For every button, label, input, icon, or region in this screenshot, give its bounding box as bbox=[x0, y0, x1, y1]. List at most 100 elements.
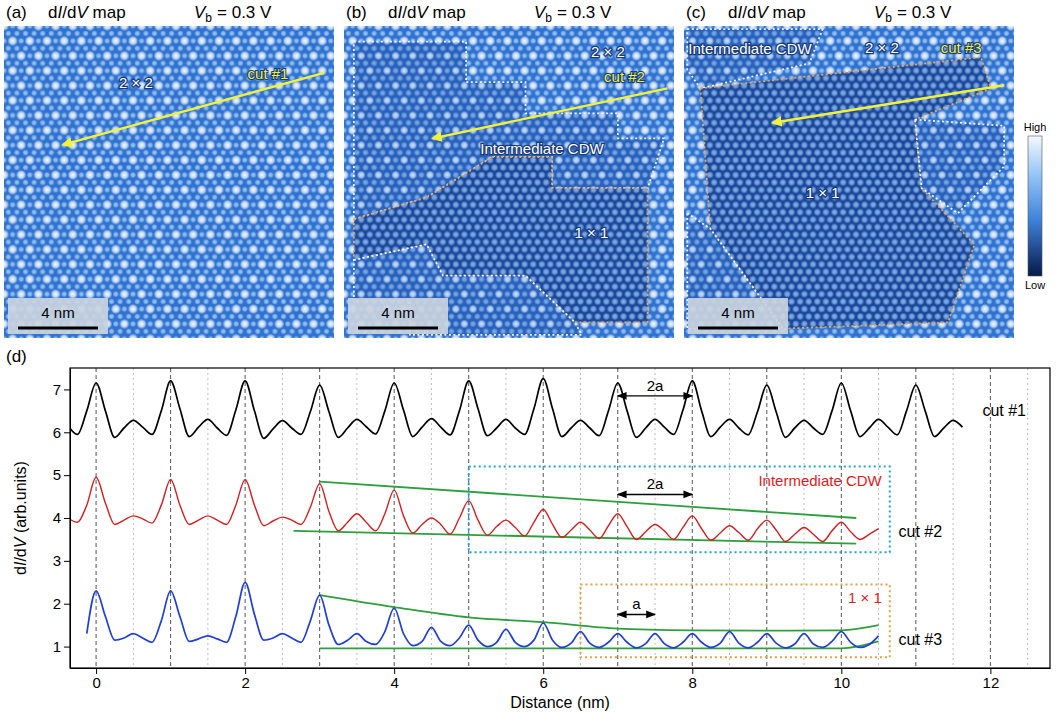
y-tick: 5 bbox=[53, 466, 70, 483]
y-tick-mark bbox=[64, 604, 70, 605]
grid-line bbox=[1027, 368, 1028, 668]
grid-line bbox=[841, 368, 842, 668]
y-tick-mark bbox=[64, 389, 70, 390]
y-tick: 3 bbox=[53, 552, 70, 569]
x-tick-label: 0 bbox=[92, 674, 100, 691]
panel-letter: (d) bbox=[6, 347, 27, 366]
panel-letter: (b) bbox=[346, 3, 367, 22]
y-tick-mark bbox=[64, 647, 70, 648]
panel-bias: Vb= 0.3 V bbox=[534, 3, 612, 25]
bias-subscript: b bbox=[545, 11, 552, 25]
scale-bar-box bbox=[348, 298, 448, 334]
cut-arrow bbox=[433, 88, 667, 138]
stm-map: 2 × 2cut #14 nm bbox=[4, 26, 334, 338]
cut-arrow bbox=[63, 73, 324, 145]
region-intermediate bbox=[915, 120, 1004, 214]
scale-bar-box bbox=[8, 298, 108, 334]
grid-line bbox=[468, 368, 469, 668]
region-label: 2 × 2 bbox=[865, 39, 899, 56]
grid-line bbox=[245, 368, 246, 668]
bias-subscript: b bbox=[205, 11, 212, 25]
scale-bar bbox=[358, 327, 438, 330]
panel-letter: (c) bbox=[686, 3, 706, 22]
span-label: a bbox=[632, 595, 641, 612]
x-tick-label: 4 bbox=[391, 674, 399, 691]
figure: (a)dI/dV mapVb= 0.3 V2 × 2cut #14 nm(b)d… bbox=[0, 0, 1062, 716]
x-axis: 0 2 4 6 8 10 12 bbox=[71, 668, 1051, 691]
series-line bbox=[70, 379, 962, 439]
plot-data bbox=[70, 379, 962, 658]
scale-bar bbox=[698, 327, 778, 330]
y-tick-mark bbox=[64, 561, 70, 562]
series-label: cut #3 bbox=[899, 631, 943, 648]
y-tick: 6 bbox=[53, 424, 70, 441]
span-arrow bbox=[618, 494, 693, 495]
y-axis-title: dI/dV (arb.units) bbox=[12, 461, 29, 575]
x-tick-label: 6 bbox=[540, 674, 548, 691]
region-label: 1 × 1 bbox=[575, 224, 609, 241]
x-tick-label: 2 bbox=[241, 674, 249, 691]
y-tick-label: 6 bbox=[53, 424, 61, 441]
region-label: 2 × 2 bbox=[591, 43, 625, 60]
scale-bar-box bbox=[688, 298, 788, 334]
grid-line bbox=[692, 368, 693, 668]
panel-title: dI/dV map bbox=[388, 3, 466, 22]
x-tick: 10 bbox=[833, 668, 850, 691]
series-label: cut #2 bbox=[899, 523, 943, 540]
y-tick-label: 2 bbox=[53, 595, 61, 612]
bias-text: = 0.3 V bbox=[897, 3, 952, 22]
grid bbox=[96, 368, 1028, 668]
lattice-2x2 bbox=[344, 26, 674, 338]
grid-line bbox=[133, 368, 134, 668]
x-tick-label: 8 bbox=[689, 674, 697, 691]
series-line bbox=[70, 477, 879, 541]
bias-subscript: b bbox=[885, 11, 892, 25]
stm-map: Intermediate CDW2 × 21 × 1cut #34 nm bbox=[684, 26, 1014, 338]
lattice-2x2 bbox=[4, 26, 334, 338]
y-tick-label: 7 bbox=[53, 381, 61, 398]
panel-letter: (a) bbox=[6, 3, 27, 22]
span-arrow bbox=[618, 395, 693, 396]
cut-label: cut #3 bbox=[941, 39, 982, 56]
x-tick: 8 bbox=[689, 668, 697, 691]
grid-line bbox=[207, 368, 208, 668]
grid-line bbox=[505, 368, 506, 668]
grid-line bbox=[282, 368, 283, 668]
region-box bbox=[580, 584, 889, 657]
grid-line bbox=[804, 368, 805, 668]
y-tick-mark bbox=[64, 432, 70, 433]
grid-line bbox=[617, 368, 618, 668]
grid-line bbox=[953, 368, 954, 668]
x-tick-label: 10 bbox=[833, 674, 850, 691]
cut-label: cut #1 bbox=[248, 65, 289, 82]
y-tick-label: 4 bbox=[53, 509, 61, 526]
grid-line bbox=[394, 368, 395, 668]
image-panel: (a)dI/dV mapVb= 0.3 V2 × 2cut #14 nm bbox=[4, 3, 334, 338]
x-tick: 2 bbox=[241, 668, 249, 691]
y-tick-label: 5 bbox=[53, 466, 61, 483]
grid-line bbox=[356, 368, 357, 668]
grid-line bbox=[729, 368, 730, 668]
bias-text: = 0.3 V bbox=[557, 3, 612, 22]
x-tick-label: 12 bbox=[983, 674, 1000, 691]
span-arrow bbox=[618, 614, 655, 615]
x-tick: 6 bbox=[540, 668, 548, 691]
box-label: Intermediate CDW bbox=[758, 472, 882, 489]
x-tick: 12 bbox=[983, 668, 1000, 691]
scale-bar-label: 4 nm bbox=[381, 304, 414, 321]
panel-title: dI/dV map bbox=[48, 3, 126, 22]
y-tick-label: 1 bbox=[53, 638, 61, 655]
color-bar-label: Low bbox=[1025, 279, 1045, 291]
region-label: Intermediate CDW bbox=[688, 40, 812, 57]
grid-line bbox=[655, 368, 656, 668]
image-panel: (c)dI/dV mapVb= 0.3 VIntermediate CDW2 ×… bbox=[684, 3, 1014, 338]
image-panel: (b)dI/dV mapVb= 0.3 V2 × 2Intermediate C… bbox=[344, 3, 674, 338]
region-label: 1 × 1 bbox=[806, 184, 840, 201]
span-label: 2a bbox=[647, 475, 664, 492]
y-tick: 1 bbox=[53, 638, 70, 655]
x-tick: 0 bbox=[92, 668, 100, 691]
grid-line bbox=[766, 368, 767, 668]
x-tick: 4 bbox=[391, 668, 399, 691]
envelope-line bbox=[294, 531, 857, 544]
y-tick: 7 bbox=[53, 381, 70, 398]
